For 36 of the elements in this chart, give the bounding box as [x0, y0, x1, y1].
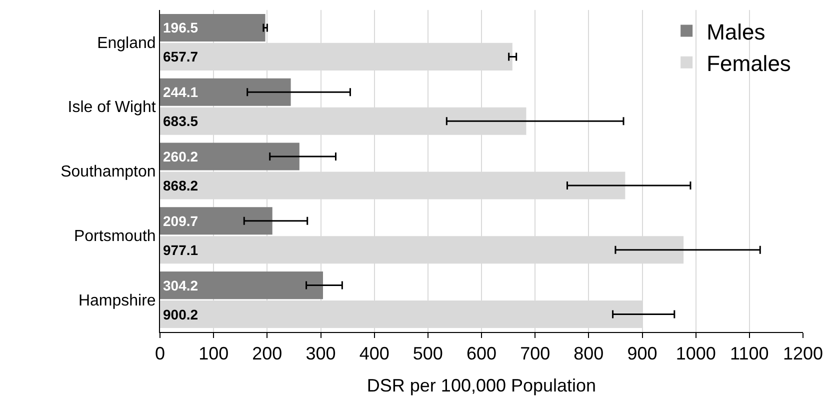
x-tick-label: 600 — [466, 344, 497, 364]
x-tick-label: 1000 — [676, 344, 716, 364]
y-tick-label: England — [97, 34, 156, 52]
y-tick-label: Isle of Wight — [68, 99, 156, 116]
x-tick-label: 1100 — [730, 344, 769, 364]
bar — [160, 272, 323, 300]
x-tick-label: 100 — [198, 344, 229, 364]
x-tick-label: 200 — [252, 344, 282, 364]
x-tick-label: 1200 — [782, 344, 824, 364]
x-axis-title: DSR per 100,000 Population — [366, 376, 596, 396]
x-tick-label: 800 — [574, 344, 604, 364]
bar — [160, 142, 300, 170]
legend-label: Females — [706, 50, 791, 76]
data-label: 868.2 — [163, 177, 198, 194]
data-label: 683.5 — [163, 113, 198, 130]
legend-label: Males — [706, 19, 766, 44]
x-tick-label: 300 — [306, 344, 336, 364]
bar — [160, 207, 272, 235]
x-tick-label: 400 — [359, 344, 390, 364]
data-label: 304.2 — [163, 277, 198, 294]
x-tick-label: 700 — [520, 344, 550, 364]
data-label: 657.7 — [163, 48, 198, 65]
data-label: 977.1 — [163, 242, 198, 258]
y-tick-label: Portsmouth — [74, 228, 156, 245]
x-tick-label: 900 — [627, 344, 658, 364]
data-label: 209.7 — [163, 212, 198, 229]
bar — [160, 14, 266, 42]
y-tick-label: Southampton — [60, 164, 156, 181]
data-label: 244.1 — [163, 84, 198, 100]
bar — [160, 78, 291, 106]
data-label: 900.2 — [163, 306, 198, 322]
x-tick-label: 500 — [412, 344, 443, 364]
data-label: 196.5 — [163, 20, 198, 36]
y-tick-label: Hampshire — [78, 292, 156, 310]
data-label: 260.2 — [163, 148, 198, 165]
x-tick-label: 0 — [154, 344, 166, 364]
